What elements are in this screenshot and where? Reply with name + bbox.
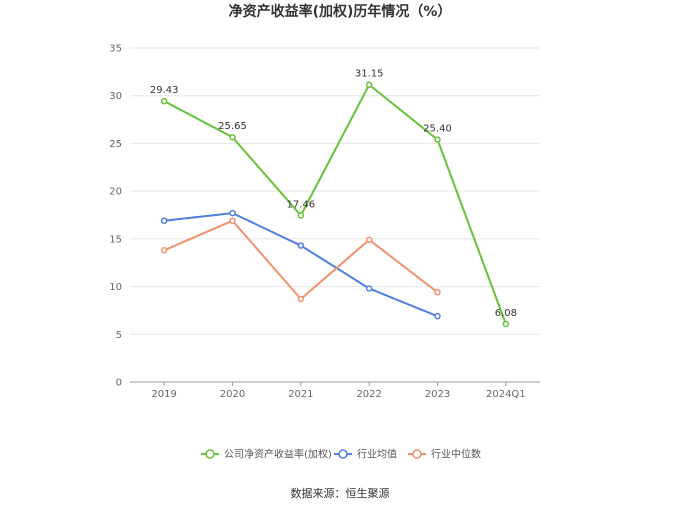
data-point[interactable] bbox=[229, 217, 236, 224]
data-label: 17.46 bbox=[287, 199, 316, 210]
x-tick-label: 2019 bbox=[151, 389, 176, 400]
legend-item[interactable]: 行业均值 bbox=[334, 448, 397, 461]
series-line bbox=[163, 83, 507, 325]
legend-item[interactable]: 公司净资产收益率(加权) bbox=[201, 448, 332, 461]
y-tick-label: 20 bbox=[109, 187, 122, 198]
y-tick-label: 30 bbox=[109, 91, 122, 102]
data-point[interactable] bbox=[365, 285, 373, 292]
data-label: 6.08 bbox=[495, 308, 517, 319]
data-point[interactable] bbox=[434, 289, 441, 296]
y-tick-label: 25 bbox=[109, 139, 122, 150]
data-label: 25.65 bbox=[218, 121, 247, 132]
legend[interactable]: 公司净资产收益率(加权) 行业均值 行业中位数 bbox=[201, 448, 481, 461]
data-point[interactable] bbox=[229, 133, 236, 141]
data-source: 数据来源：恒生聚源 bbox=[291, 486, 390, 500]
data-point[interactable] bbox=[502, 320, 510, 328]
legend-marker bbox=[205, 449, 215, 459]
data-point[interactable] bbox=[160, 217, 168, 224]
series-2 bbox=[160, 217, 441, 303]
grid bbox=[130, 47, 540, 335]
y-tick-label: 0 bbox=[116, 378, 122, 389]
data-point[interactable] bbox=[160, 247, 168, 254]
data-label: 31.15 bbox=[355, 69, 384, 80]
x-tick-label: 2020 bbox=[220, 389, 245, 400]
data-point[interactable] bbox=[365, 81, 373, 88]
x-axis: 2019 2020 2021 2022 2023 2024Q1 bbox=[130, 381, 540, 400]
legend-label: 行业中位数 bbox=[431, 448, 481, 461]
series-line bbox=[163, 219, 439, 300]
data-point[interactable] bbox=[160, 97, 168, 105]
data-point[interactable] bbox=[434, 312, 441, 320]
x-tick-label: 2023 bbox=[425, 389, 450, 400]
y-axis: 0 5 10 15 20 25 30 35 bbox=[109, 44, 122, 389]
x-tick-label: 2022 bbox=[356, 389, 381, 400]
data-point[interactable] bbox=[297, 212, 305, 219]
legend-label: 公司净资产收益率(加权) bbox=[224, 448, 332, 461]
y-tick-label: 5 bbox=[116, 330, 122, 341]
data-point[interactable] bbox=[297, 242, 305, 249]
x-tick-label: 2024Q1 bbox=[486, 389, 526, 400]
data-label: 29.43 bbox=[150, 85, 179, 96]
data-label: 25.40 bbox=[423, 124, 452, 135]
data-point[interactable] bbox=[365, 236, 373, 244]
y-tick-label: 10 bbox=[109, 282, 122, 293]
data-point[interactable] bbox=[229, 209, 236, 217]
series-0: 29.43 25.65 17.46 31.15 25.40 6.08 bbox=[150, 69, 517, 328]
legend-item[interactable]: 行业中位数 bbox=[408, 448, 481, 461]
data-point[interactable] bbox=[434, 136, 441, 143]
y-tick-label: 15 bbox=[109, 234, 122, 245]
data-point[interactable] bbox=[297, 295, 305, 303]
legend-marker bbox=[338, 449, 348, 459]
chart-title: 净资产收益率(加权)历年情况（%） bbox=[229, 3, 452, 20]
series-layer: 29.43 25.65 17.46 31.15 25.40 6.08 bbox=[150, 69, 517, 328]
legend-marker bbox=[412, 449, 422, 459]
y-tick-label: 35 bbox=[109, 44, 122, 55]
legend-label: 行业均值 bbox=[357, 448, 397, 461]
series-1 bbox=[160, 209, 441, 320]
x-tick-label: 2021 bbox=[288, 389, 313, 400]
